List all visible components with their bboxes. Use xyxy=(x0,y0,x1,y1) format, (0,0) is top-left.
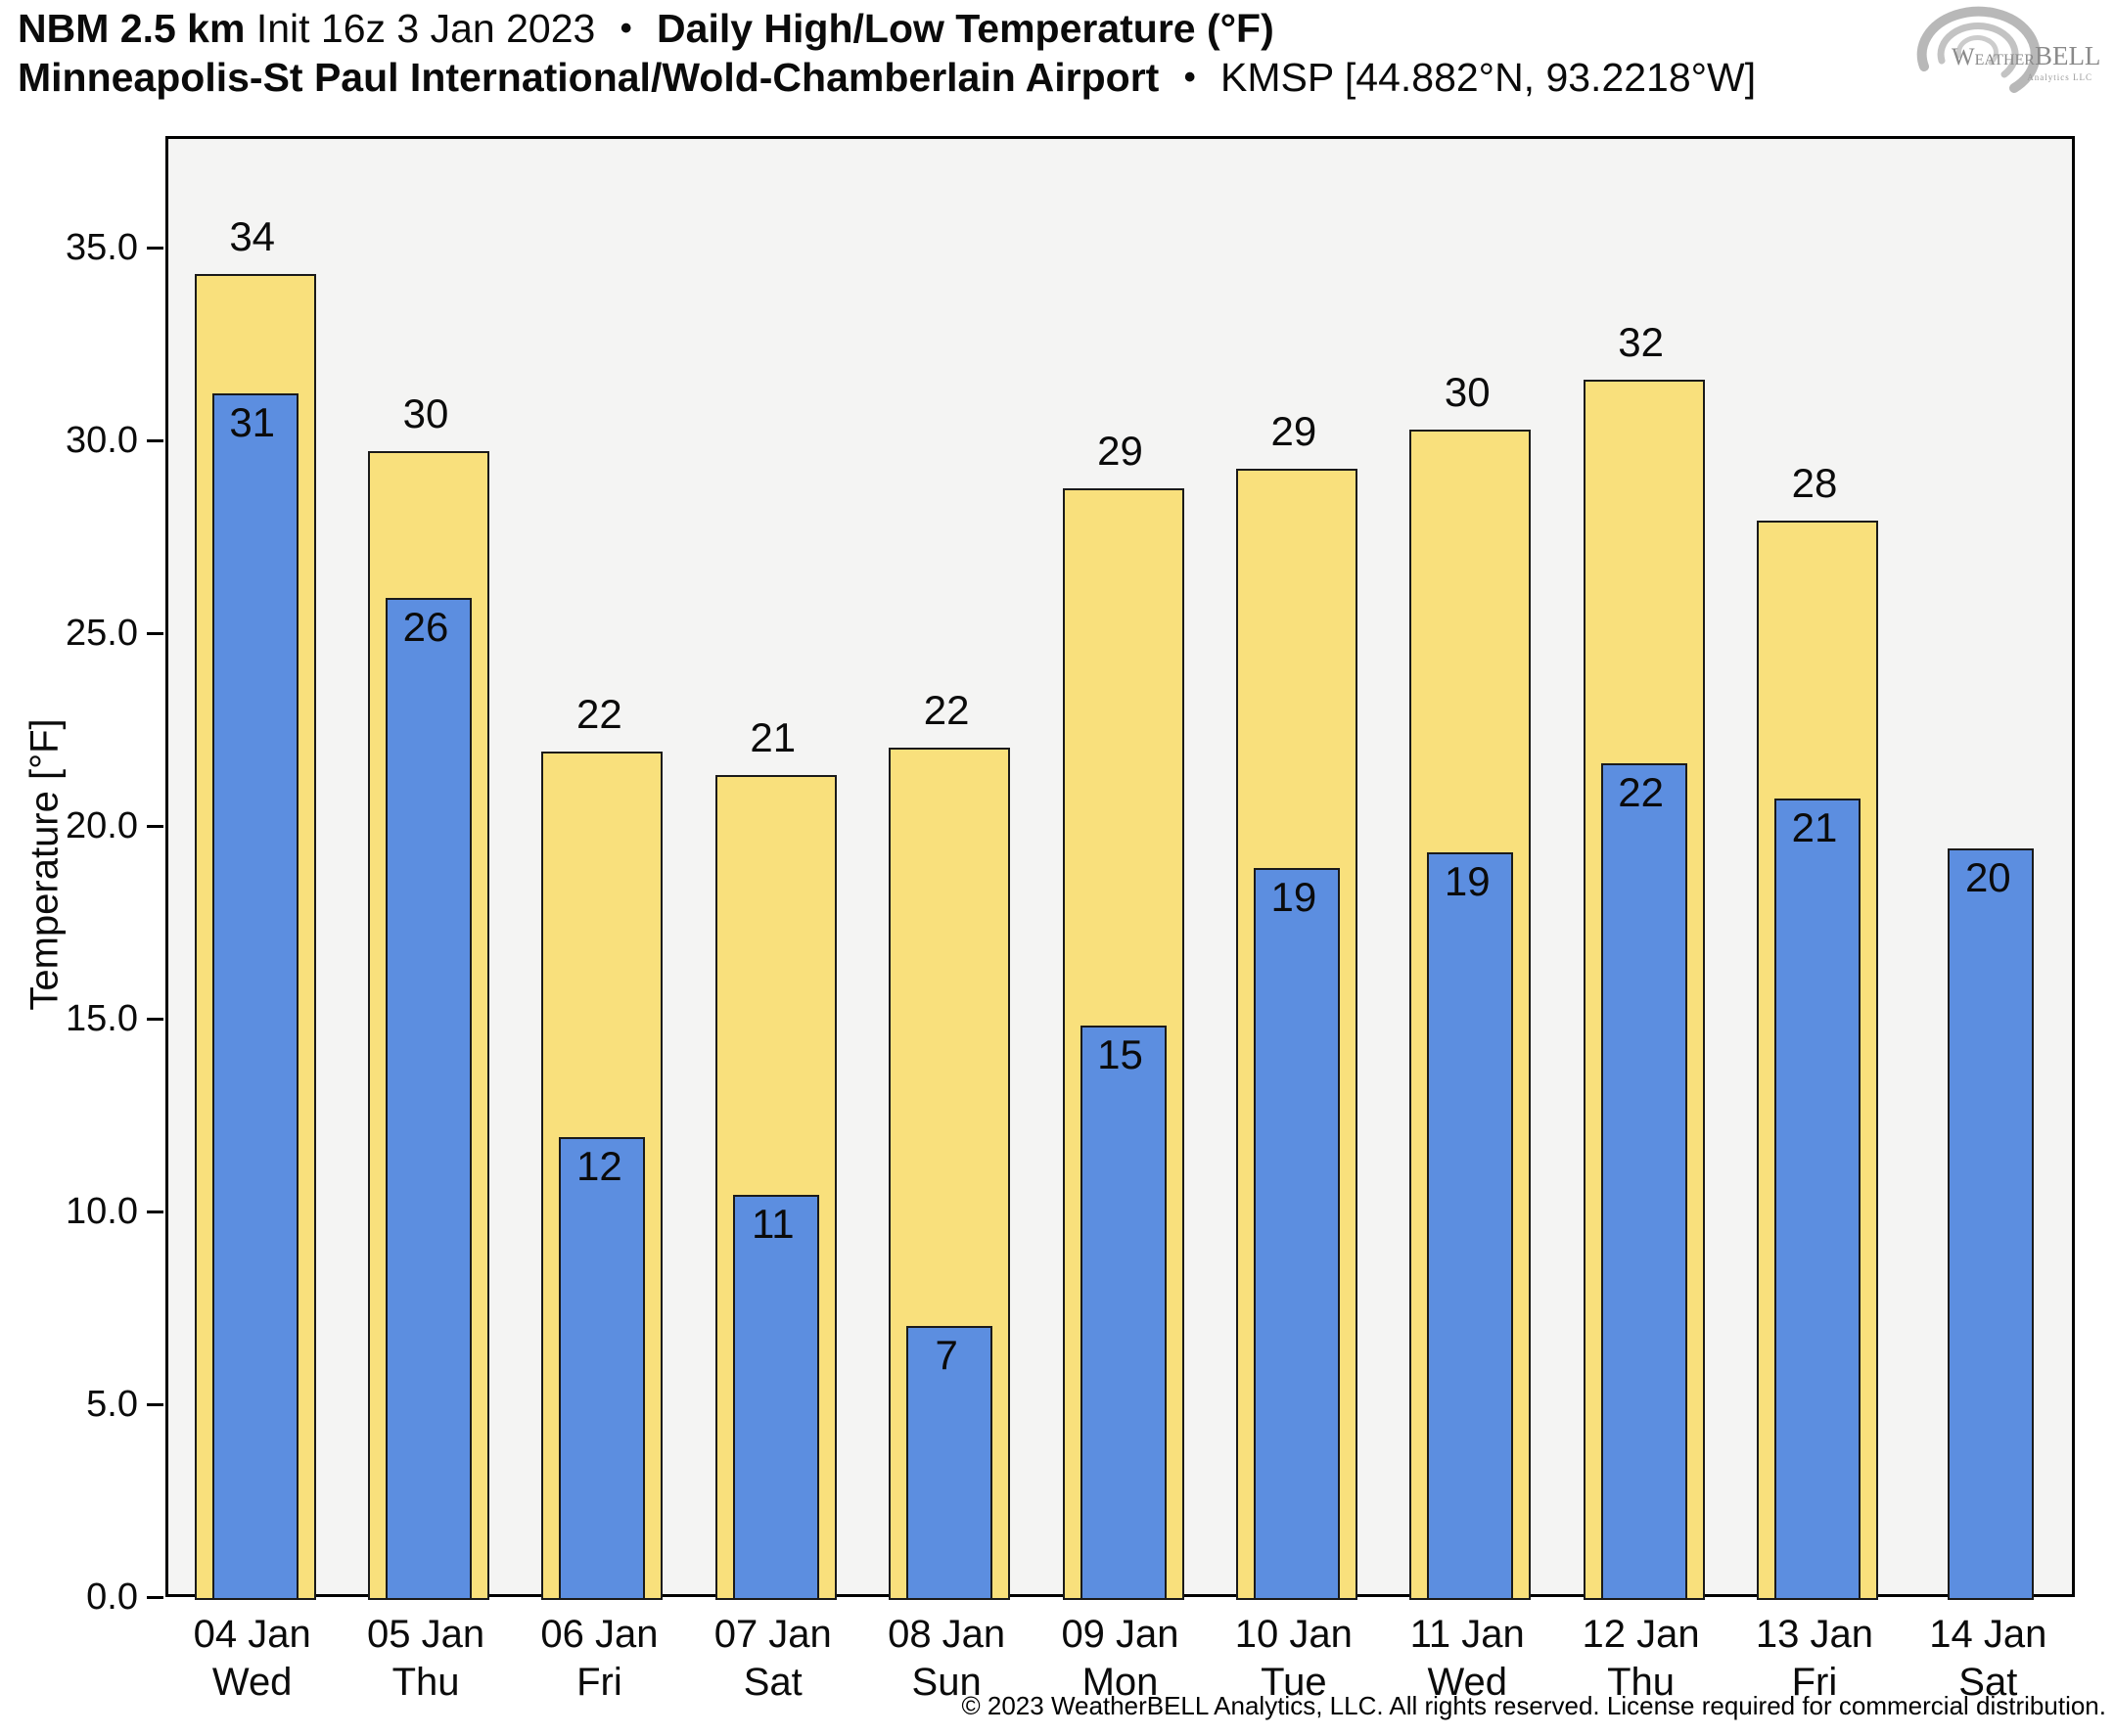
x-tick-weekday: Sun xyxy=(911,1661,982,1704)
x-tick-weekday: Fri xyxy=(1791,1661,1838,1704)
high-value-label: 22 xyxy=(923,687,970,734)
x-tick-label: 04 Jan Wed xyxy=(165,1611,339,1707)
x-tick-label: 09 Jan Mon xyxy=(1034,1611,1207,1707)
low-bar xyxy=(1080,1026,1167,1600)
x-tick-date: 06 Jan xyxy=(540,1613,659,1656)
low-bar xyxy=(211,392,299,1600)
x-tick-label: 08 Jan Sun xyxy=(859,1611,1033,1707)
x-tick-label: 10 Jan Tue xyxy=(1207,1611,1380,1707)
y-tick-label: 10.0 xyxy=(66,1191,138,1233)
y-axis-title: Temperature [°F] xyxy=(23,718,67,1011)
high-value-label: 30 xyxy=(1444,369,1491,416)
low-bar xyxy=(1253,867,1340,1600)
y-tick-mark xyxy=(147,246,163,250)
low-bar xyxy=(1600,763,1687,1600)
low-value-label: 19 xyxy=(1270,873,1317,920)
x-tick-weekday: Tue xyxy=(1261,1661,1327,1704)
high-value-label: 22 xyxy=(576,691,622,738)
low-value-label: 20 xyxy=(1964,853,2011,900)
low-value-label: 7 xyxy=(935,1332,958,1379)
x-tick-label: 07 Jan Sat xyxy=(686,1611,859,1707)
low-value-label: 26 xyxy=(402,603,449,650)
low-bar xyxy=(1948,847,2035,1600)
x-tick-weekday: Wed xyxy=(211,1661,293,1704)
low-value-label: 31 xyxy=(229,398,276,445)
low-value-label: 22 xyxy=(1618,769,1664,816)
chart-title-line1: NBM 2.5 km Init 16z 3 Jan 2023 • Daily H… xyxy=(18,5,1274,52)
low-value-label: 15 xyxy=(1097,1031,1143,1078)
x-tick-weekday: Sat xyxy=(1958,1661,2018,1704)
low-bar xyxy=(1427,851,1514,1600)
y-tick-label: 5.0 xyxy=(86,1384,138,1426)
x-tick-weekday: Mon xyxy=(1081,1661,1159,1704)
low-value-label: 21 xyxy=(1791,803,1838,850)
y-tick-mark xyxy=(147,1402,163,1406)
low-bar xyxy=(732,1195,819,1600)
separator-dot: • xyxy=(620,10,632,47)
y-tick-label: 20.0 xyxy=(66,805,138,847)
x-tick-label: 05 Jan Thu xyxy=(339,1611,512,1707)
x-tick-label: 14 Jan Sat xyxy=(1902,1611,2075,1707)
high-value-label: 29 xyxy=(1097,427,1143,474)
x-tick-date: 07 Jan xyxy=(713,1613,832,1656)
y-tick-label: 25.0 xyxy=(66,613,138,655)
model-name: NBM 2.5 km xyxy=(18,6,246,51)
y-tick-mark xyxy=(147,1210,163,1213)
x-tick-date: 10 Jan xyxy=(1234,1613,1353,1656)
low-bar xyxy=(386,597,473,1600)
x-tick-weekday: Sat xyxy=(743,1661,803,1704)
high-value-label: 32 xyxy=(1618,319,1664,366)
x-tick-label: 11 Jan Wed xyxy=(1381,1611,1554,1707)
y-tick-mark xyxy=(147,824,163,828)
y-tick-mark xyxy=(147,1017,163,1021)
x-tick-date: 08 Jan xyxy=(888,1613,1006,1656)
station-name: Minneapolis-St Paul International/Wold-C… xyxy=(18,55,1160,100)
high-value-label: 28 xyxy=(1791,459,1838,506)
y-tick-label: 0.0 xyxy=(86,1576,138,1618)
x-tick-date: 14 Jan xyxy=(1929,1613,2047,1656)
x-tick-date: 13 Jan xyxy=(1755,1613,1873,1656)
x-tick-label: 13 Jan Fri xyxy=(1727,1611,1901,1707)
y-tick-label: 30.0 xyxy=(66,420,138,462)
x-tick-weekday: Thu xyxy=(1607,1661,1676,1704)
high-value-label: 34 xyxy=(229,212,276,259)
logo-subtext: Analytics LLC xyxy=(2027,72,2092,82)
x-tick-label: 06 Jan Fri xyxy=(513,1611,686,1707)
x-tick-date: 04 Jan xyxy=(193,1613,311,1656)
x-tick-date: 09 Jan xyxy=(1061,1613,1179,1656)
high-value-label: 30 xyxy=(402,390,449,437)
low-value-label: 12 xyxy=(576,1143,622,1190)
low-value-label: 11 xyxy=(751,1201,795,1248)
low-bar xyxy=(906,1326,993,1600)
x-tick-label: 12 Jan Thu xyxy=(1554,1611,1727,1707)
x-tick-date: 11 Jan xyxy=(1409,1613,1525,1656)
x-tick-weekday: Wed xyxy=(1427,1661,1507,1704)
chart-title-line2: Minneapolis-St Paul International/Wold-C… xyxy=(18,54,1756,101)
high-value-label: 21 xyxy=(750,713,797,760)
y-tick-mark xyxy=(147,438,163,442)
hurricane-swirl-icon xyxy=(1916,6,2041,93)
logo-text: WEATHERBELL xyxy=(1952,41,2100,70)
y-tick-mark xyxy=(147,1595,163,1599)
separator-dot: • xyxy=(1183,59,1196,96)
x-tick-date: 12 Jan xyxy=(1582,1613,1700,1656)
x-tick-weekday: Fri xyxy=(576,1661,622,1704)
high-value-label: 29 xyxy=(1270,407,1317,454)
product-name: Daily High/Low Temperature (°F) xyxy=(657,6,1274,51)
x-tick-weekday: Thu xyxy=(391,1661,460,1704)
low-value-label: 19 xyxy=(1444,857,1491,904)
weatherbell-logo: WEATHERBELL Analytics LLC xyxy=(1916,6,2100,93)
copyright-notice: © 2023 WeatherBELL Analytics, LLC. All r… xyxy=(961,1691,2107,1720)
station-id-coords: KMSP [44.882°N, 93.2218°W] xyxy=(1220,55,1757,100)
y-tick-mark xyxy=(147,631,163,635)
low-bar xyxy=(1773,798,1861,1600)
low-bar xyxy=(559,1137,646,1600)
y-tick-label: 15.0 xyxy=(66,998,138,1040)
x-tick-date: 05 Jan xyxy=(366,1613,485,1656)
init-time: Init 16z 3 Jan 2023 xyxy=(255,6,596,51)
y-tick-label: 35.0 xyxy=(66,227,138,269)
plot-area xyxy=(165,136,2075,1600)
